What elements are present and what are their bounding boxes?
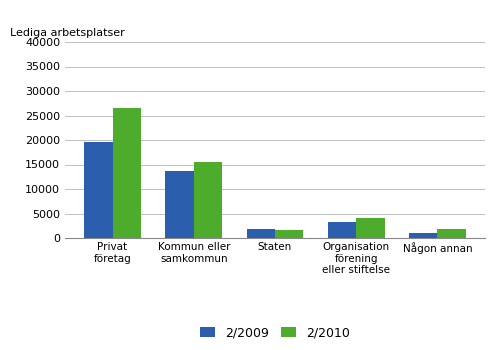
Bar [246,229,275,238]
Bar [84,142,112,238]
Legend: 2/2009, 2/2010: 2/2009, 2/2010 [200,327,350,340]
Bar [166,171,194,238]
Bar [409,233,438,238]
Bar [438,229,466,238]
Bar [328,222,356,238]
Bar [356,218,384,238]
Bar [194,162,222,238]
Bar [275,230,304,238]
Bar [112,108,141,238]
Text: Lediga arbetsplatser: Lediga arbetsplatser [10,28,125,38]
